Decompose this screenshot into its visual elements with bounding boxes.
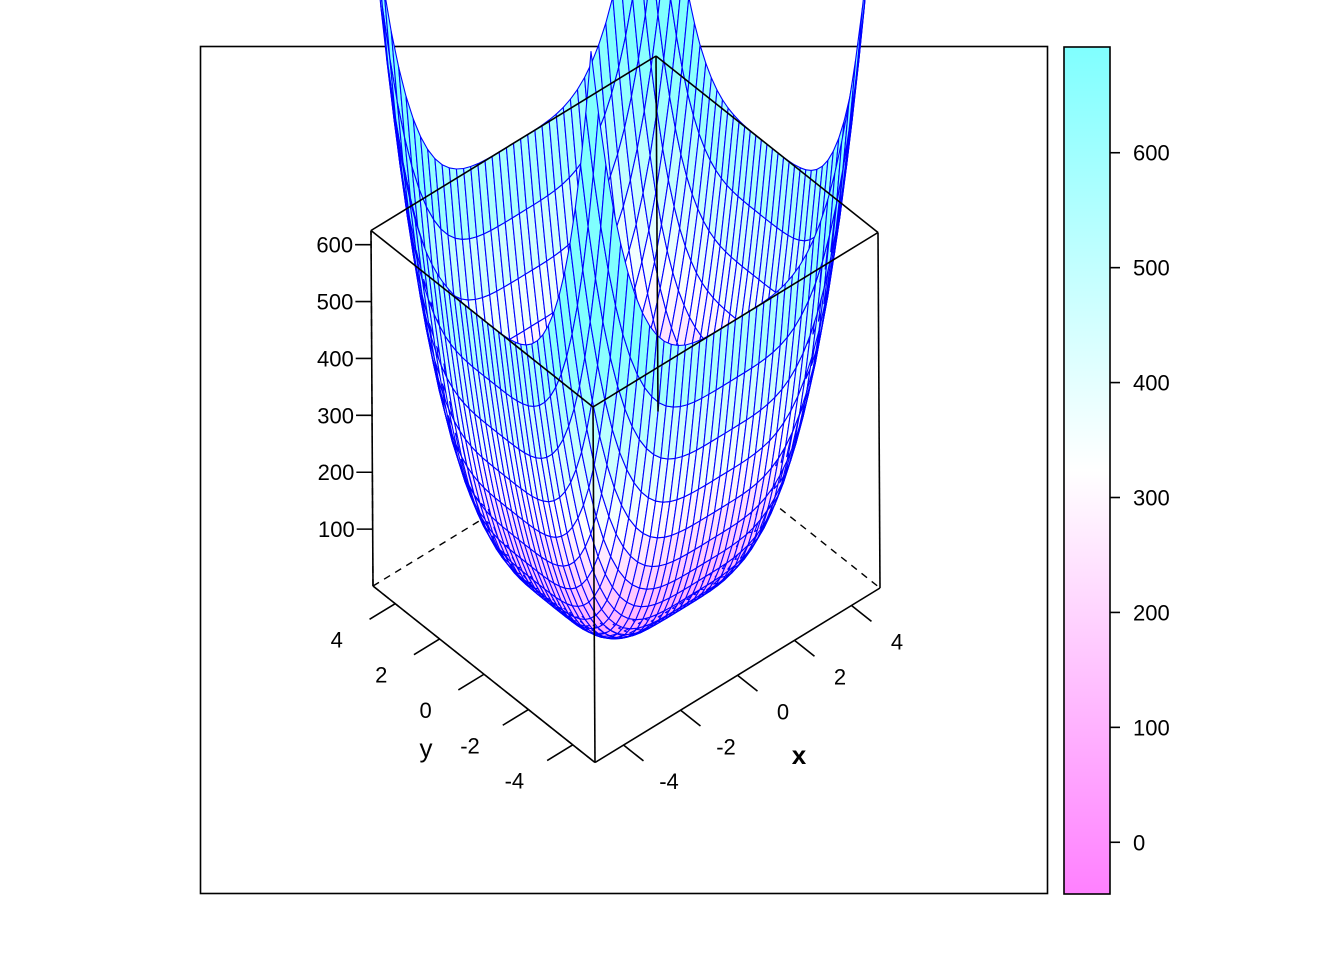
z-tick-label: 600 bbox=[316, 233, 353, 258]
x-axis: -4 -2 0 2 4 bbox=[623, 604, 903, 794]
x-tick bbox=[794, 639, 815, 657]
z-tick-label: 500 bbox=[317, 290, 354, 315]
y-tick bbox=[369, 602, 396, 621]
z-tick-label: 300 bbox=[317, 403, 354, 428]
colorkey: 0 100 200 300 400 500 600 bbox=[1063, 46, 1170, 895]
y-tick-label: 4 bbox=[331, 627, 343, 652]
mesh-cell bbox=[670, 0, 681, 37]
z-tick-label: 100 bbox=[318, 517, 355, 542]
mesh-cell bbox=[858, 0, 866, 62]
x-tick-label: 2 bbox=[834, 665, 846, 690]
x-tick bbox=[623, 744, 644, 762]
x-tick bbox=[851, 604, 872, 622]
colorkey-tick-label: 500 bbox=[1133, 256, 1170, 281]
x-tick bbox=[680, 709, 701, 727]
colorkey-tick-label: 100 bbox=[1133, 715, 1170, 740]
y-tick bbox=[502, 708, 529, 726]
colorkey-tick-label: 600 bbox=[1133, 141, 1170, 166]
x-tick-label: -2 bbox=[716, 734, 736, 759]
y-tick-label: 0 bbox=[419, 698, 431, 723]
z-axis: 100 200 300 400 500 600 bbox=[316, 233, 373, 542]
colorkey-tick-label: 300 bbox=[1133, 486, 1170, 511]
x-tick-label: -4 bbox=[659, 769, 679, 794]
y-tick bbox=[457, 673, 485, 691]
x-tick-label: 4 bbox=[891, 630, 903, 655]
y-tick-label: 2 bbox=[375, 663, 387, 688]
box-edge bbox=[655, 55, 879, 234]
box-edge bbox=[655, 55, 659, 412]
z-tick-label: 400 bbox=[317, 347, 354, 372]
y-axis: -4 -2 0 2 4 bbox=[331, 602, 574, 794]
y-axis-label: y bbox=[420, 733, 433, 763]
surface-mesh bbox=[379, 0, 866, 640]
box-edge bbox=[370, 229, 594, 408]
box-edge bbox=[592, 406, 596, 763]
x-axis-label: x bbox=[792, 740, 807, 770]
box-edge-hidden bbox=[657, 410, 881, 589]
z-tick-label: 200 bbox=[318, 460, 355, 485]
box-edge bbox=[370, 55, 657, 232]
x-tick bbox=[737, 674, 758, 692]
x-tick-label: 0 bbox=[777, 699, 789, 724]
colorkey-ticks: 0 100 200 300 400 500 600 bbox=[1110, 141, 1170, 855]
y-tick-label: -4 bbox=[505, 769, 525, 794]
y-tick bbox=[413, 638, 441, 656]
colorkey-tick-label: 0 bbox=[1133, 830, 1145, 855]
mesh-cell bbox=[863, 0, 866, 10]
y-tick-label: -2 bbox=[460, 733, 480, 758]
box-edge bbox=[877, 232, 881, 589]
box-edge bbox=[592, 231, 879, 408]
colorkey-tick-label: 200 bbox=[1133, 600, 1170, 625]
box-edge bbox=[370, 230, 374, 587]
colorkey-tick-label: 400 bbox=[1133, 371, 1170, 396]
y-tick bbox=[546, 744, 574, 762]
colorkey-bar bbox=[1063, 46, 1111, 895]
